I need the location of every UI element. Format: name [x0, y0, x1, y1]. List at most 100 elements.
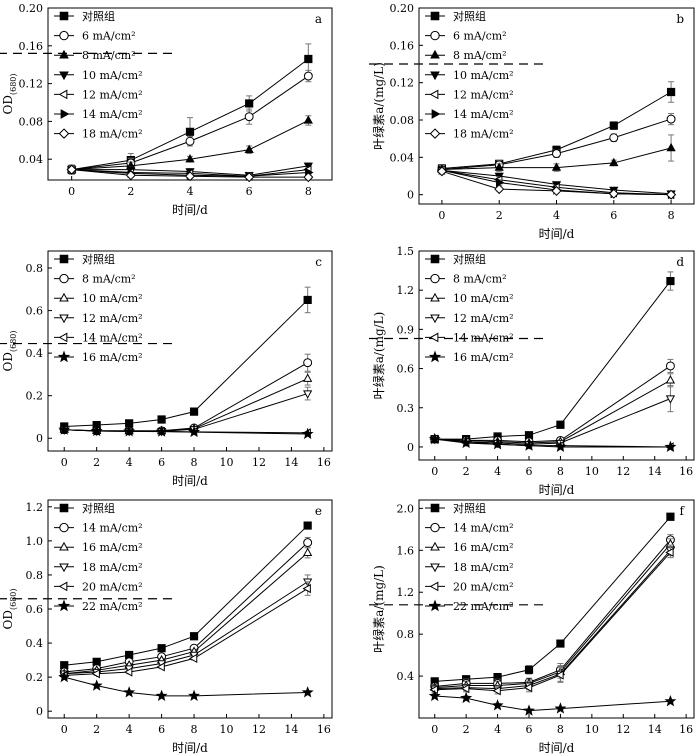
- data-point: [609, 121, 618, 130]
- x-tick-label: 8: [191, 723, 198, 736]
- series-line: [64, 552, 308, 675]
- legend-label: 6 mA/cm²: [82, 30, 136, 43]
- series-line: [434, 379, 671, 444]
- y-tick-label: 0.2: [26, 390, 44, 403]
- data-point: [665, 395, 676, 404]
- series-line: [434, 549, 671, 690]
- y-tick-label: 0.08: [19, 115, 44, 128]
- data-point: [555, 670, 564, 680]
- y-axis-label-main: OD: [1, 610, 15, 629]
- panel-label: a: [315, 12, 322, 26]
- x-tick-label: 4: [187, 185, 194, 198]
- data-point: [556, 420, 565, 429]
- series-4: [429, 546, 674, 696]
- legend-marker: [59, 273, 69, 284]
- y-tick-label: 0.2: [26, 671, 44, 684]
- legend-label: 22 mA/cm²: [82, 600, 143, 613]
- series-line: [64, 581, 308, 675]
- data-point: [523, 704, 535, 716]
- x-tick-label: 16: [679, 465, 693, 478]
- x-tick-label: 0: [61, 723, 68, 736]
- legend-marker: [431, 109, 441, 119]
- y-tick-label: 1.2: [397, 586, 415, 599]
- legend-label: 对照组: [82, 501, 115, 515]
- x-tick-label: 10: [220, 723, 234, 736]
- y-axis-label: OD(680): [1, 589, 18, 630]
- data-point: [428, 689, 441, 702]
- data-point: [303, 295, 312, 305]
- panel-e: 0 2 4 6 8 10 12 14 16 0 0.2 0.4 0.6 0.8 1.0 1.2 时间/d OD(6…: [0, 499, 333, 755]
- x-tick-label: 0: [61, 456, 68, 469]
- data-point: [304, 54, 313, 64]
- data-point: [245, 99, 254, 108]
- data-point: [155, 425, 168, 437]
- data-point: [303, 358, 313, 368]
- data-point: [244, 144, 254, 153]
- legend-marker: [429, 89, 439, 100]
- legend-label: 12 mA/cm²: [82, 312, 143, 325]
- data-point: [125, 170, 136, 181]
- legend-marker: [430, 292, 440, 302]
- x-tick-label: 8: [305, 185, 312, 198]
- y-tick-label: 0.12: [19, 78, 44, 91]
- y-tick-label: 2.0: [397, 502, 415, 515]
- x-tick-label: 12: [252, 456, 266, 469]
- legend-marker: [58, 128, 70, 139]
- x-tick-label: 8: [191, 456, 198, 469]
- data-point: [666, 276, 675, 286]
- legend-label: 8 mA/cm²: [82, 49, 136, 62]
- data-point: [303, 521, 312, 530]
- data-point: [184, 171, 196, 182]
- panel-label: e: [315, 504, 322, 518]
- legend-label: 18 mA/cm²: [453, 128, 514, 141]
- legend-label: 22 mA/cm²: [453, 600, 514, 613]
- panel-a: 0 2 4 6 8 0.04 0.08 0.12 0.16 0.20 时间/d OD(680) a 对照组…: [0, 2, 333, 217]
- x-axis-label: 时间/d: [539, 483, 575, 497]
- legend-marker: [59, 254, 69, 264]
- y-tick-label: 1.0: [26, 535, 44, 548]
- panel-label: f: [680, 504, 686, 518]
- legend-marker: [58, 332, 68, 343]
- data-point: [302, 583, 311, 594]
- legend-marker: [430, 503, 440, 513]
- legend: 对照组 14 mA/cm² 16 mA/cm² 18 mA/cm² 20 mA/cm² 2…: [425, 501, 514, 613]
- data-point: [188, 653, 198, 664]
- legend-label: 10 mA/cm²: [82, 69, 143, 82]
- x-tick-label: 16: [317, 456, 331, 469]
- data-point: [494, 184, 505, 195]
- data-point: [60, 661, 69, 670]
- y-axis-label-main: OD: [1, 95, 15, 114]
- x-tick-label: 6: [526, 723, 533, 736]
- x-tick-label: 2: [93, 723, 100, 736]
- data-point: [58, 423, 71, 435]
- legend-label: 14 mA/cm²: [82, 331, 143, 344]
- panel-label: d: [676, 255, 684, 269]
- data-point: [436, 166, 447, 177]
- series-line: [434, 539, 671, 688]
- x-tick-label: 16: [317, 723, 331, 736]
- data-point: [428, 432, 441, 445]
- data-point: [303, 115, 313, 124]
- y-tick-label: 0.8: [397, 628, 415, 641]
- legend-label: 对照组: [82, 252, 115, 266]
- y-tick-label: 0.8: [26, 262, 44, 275]
- x-tick-label: 10: [585, 465, 599, 478]
- legend-marker: [59, 314, 69, 324]
- y-axis-label-main: 叶绿素a/(mg/L): [371, 565, 386, 653]
- legend-label: 14 mA/cm²: [453, 331, 514, 344]
- x-tick-label: 4: [126, 723, 133, 736]
- data-point: [552, 149, 561, 159]
- y-tick-label: 0.12: [390, 77, 415, 90]
- legend-label: 18 mA/cm²: [82, 128, 143, 141]
- series-5: [428, 689, 677, 716]
- data-point: [303, 71, 313, 81]
- x-tick-label: 14: [284, 456, 298, 469]
- legend-label: 16 mA/cm²: [82, 541, 143, 554]
- x-tick-label: 8: [557, 465, 564, 478]
- y-tick-label: 1.5: [397, 245, 415, 258]
- y-tick-label: 0: [36, 705, 43, 718]
- data-point: [155, 689, 168, 701]
- series-line: [64, 429, 308, 435]
- data-point: [491, 438, 504, 450]
- x-tick-label: 2: [496, 209, 503, 222]
